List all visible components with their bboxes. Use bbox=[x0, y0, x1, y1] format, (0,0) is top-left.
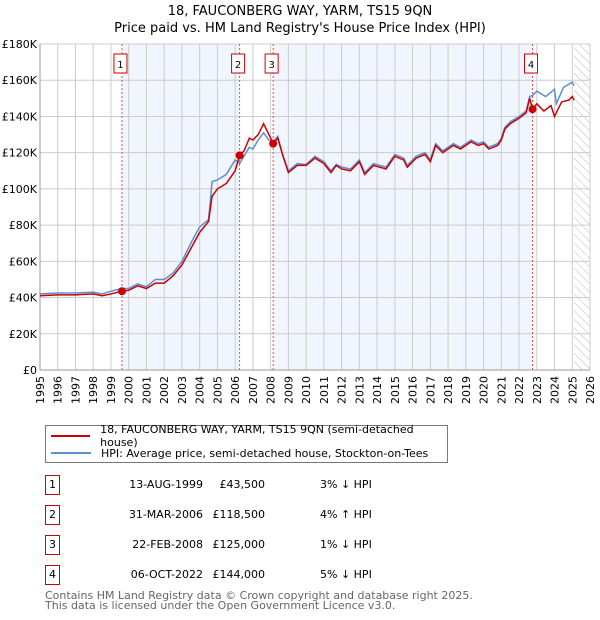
sale-marker-label: 4 bbox=[45, 565, 60, 585]
y-tick-label: £180K bbox=[2, 38, 38, 51]
legend: 18, FAUCONBERG WAY, YARM, TS15 9QN (semi… bbox=[45, 423, 448, 463]
y-tick-label: £40K bbox=[9, 292, 38, 305]
shaded-period bbox=[273, 44, 533, 370]
sale-price: £125,000 bbox=[212, 538, 266, 551]
y-tick-label: £160K bbox=[2, 74, 38, 87]
x-tick-label: 2009 bbox=[282, 376, 295, 404]
x-tick-label: 2021 bbox=[495, 376, 508, 404]
sale-hpi-diff: 4% ↑ HPI bbox=[320, 508, 372, 521]
sale-marker-box bbox=[231, 53, 246, 74]
legend-item-property: 18, FAUCONBERG WAY, YARM, TS15 9QN (semi… bbox=[51, 423, 447, 449]
sale-marker-box bbox=[524, 53, 539, 74]
sale-row: 3 22-FEB-2008 £125,000 1% ↓ HPI bbox=[45, 535, 465, 555]
x-tick-label: 2013 bbox=[353, 376, 366, 404]
sale-marker-label: 2 bbox=[45, 505, 60, 525]
legend-item-hpi: HPI: Average price, semi-detached house,… bbox=[51, 445, 428, 461]
sale-marker-label: 4 bbox=[528, 60, 534, 71]
x-tick-label: 2017 bbox=[424, 376, 437, 404]
sale-marker-box bbox=[264, 53, 279, 74]
sale-marker-label: 2 bbox=[235, 60, 241, 71]
y-tick-label: £0 bbox=[23, 364, 37, 377]
sale-point bbox=[269, 139, 278, 148]
sale-date: 13-AUG-1999 bbox=[129, 478, 203, 491]
price-chart: 1995 1996 1997 1998 1999 2000 2001 2002 2003 2004… bbox=[2, 38, 597, 404]
x-tick-label: 2012 bbox=[336, 376, 349, 404]
chart-title: 18, FAUCONBERG WAY, YARM, TS15 9QN bbox=[167, 4, 433, 19]
x-tick-label: 2001 bbox=[140, 376, 153, 404]
sale-row: 4 06-OCT-2022 £144,000 5% ↓ HPI bbox=[45, 565, 465, 585]
y-tick-label: £100K bbox=[2, 183, 38, 196]
sale-date: 22-FEB-2008 bbox=[132, 538, 203, 551]
x-tick-label: 2006 bbox=[229, 376, 242, 404]
chart-subtitle: Price paid vs. HM Land Registry's House … bbox=[114, 21, 486, 36]
sale-marker-label: 1 bbox=[45, 475, 60, 495]
sale-marker-box bbox=[113, 53, 128, 74]
shaded-period bbox=[121, 44, 240, 370]
legend-label: 18, FAUCONBERG WAY, YARM, TS15 9QN (semi… bbox=[100, 423, 414, 449]
x-tick-label: 2019 bbox=[460, 376, 473, 404]
x-tick-label: 2025 bbox=[566, 376, 579, 404]
sale-marker-label: 3 bbox=[45, 535, 60, 555]
x-tick-label: 2004 bbox=[194, 376, 207, 404]
x-tick-label: 1999 bbox=[105, 376, 118, 404]
x-tick-label: 2022 bbox=[513, 376, 526, 404]
sale-marker-label: 1 bbox=[117, 60, 123, 71]
y-tick-label: £20K bbox=[9, 328, 38, 341]
hpi-line bbox=[39, 80, 575, 295]
x-tick-label: 2008 bbox=[265, 376, 278, 404]
x-tick-label: 2015 bbox=[389, 376, 402, 404]
x-tick-label: 2007 bbox=[247, 376, 260, 404]
legend-label: HPI: Average price, semi-detached house,… bbox=[101, 446, 429, 460]
x-tick-label: 2016 bbox=[407, 376, 420, 404]
sale-hpi-diff: 1% ↓ HPI bbox=[320, 538, 372, 551]
sale-price: £43,500 bbox=[219, 478, 266, 491]
sale-point bbox=[117, 287, 126, 296]
x-tick-label: 1998 bbox=[87, 376, 100, 404]
x-tick-label: 2026 bbox=[584, 376, 597, 404]
x-tick-label: 1996 bbox=[52, 376, 65, 404]
legend-line-blue bbox=[51, 452, 91, 454]
sale-point bbox=[528, 105, 537, 114]
sale-row: 2 31-MAR-2006 £118,500 4% ↑ HPI bbox=[45, 505, 465, 525]
sale-marker-label: 3 bbox=[268, 60, 274, 71]
x-tick-label: 2024 bbox=[549, 376, 562, 404]
x-tick-label: 2002 bbox=[158, 376, 171, 404]
x-tick-label: 2005 bbox=[211, 376, 224, 404]
x-tick-label: 2014 bbox=[371, 376, 384, 404]
x-tick-label: 2023 bbox=[531, 376, 544, 404]
footer-licence: This data is licensed under the Open Gov… bbox=[45, 599, 396, 612]
sale-date: 31-MAR-2006 bbox=[128, 508, 203, 521]
sale-point bbox=[235, 151, 244, 160]
price-line bbox=[39, 95, 575, 297]
sale-row: 1 13-AUG-1999 £43,500 3% ↓ HPI bbox=[45, 475, 465, 495]
x-tick-label: 2000 bbox=[123, 376, 136, 404]
footer-copyright: Contains HM Land Registry data © Crown c… bbox=[45, 589, 473, 602]
y-tick-label: £60K bbox=[9, 255, 38, 268]
x-tick-label: 2018 bbox=[442, 376, 455, 404]
future-hatch bbox=[574, 44, 590, 370]
x-tick-label: 2003 bbox=[176, 376, 189, 404]
x-tick-label: 1995 bbox=[34, 376, 47, 404]
x-tick-label: 1997 bbox=[69, 376, 82, 404]
sale-price: £118,500 bbox=[212, 508, 266, 521]
y-tick-label: £80K bbox=[9, 219, 38, 232]
y-tick-label: £120K bbox=[2, 147, 38, 160]
sale-price: £144,000 bbox=[212, 568, 266, 581]
y-tick-label: £140K bbox=[2, 110, 38, 123]
x-tick-label: 2011 bbox=[318, 376, 331, 404]
legend-line-red bbox=[51, 435, 91, 437]
sale-date: 06-OCT-2022 bbox=[130, 568, 203, 581]
x-tick-label: 2020 bbox=[478, 376, 491, 404]
sale-hpi-diff: 5% ↓ HPI bbox=[320, 568, 372, 581]
sale-hpi-diff: 3% ↓ HPI bbox=[320, 478, 372, 491]
x-tick-label: 2010 bbox=[300, 376, 313, 404]
